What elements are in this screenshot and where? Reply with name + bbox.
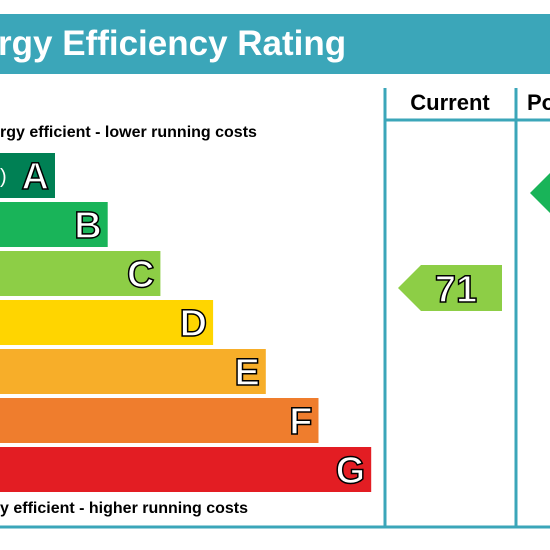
band-bar xyxy=(0,251,161,296)
current-value: 71 xyxy=(435,269,477,311)
title: rgy Efficiency Rating xyxy=(0,24,346,63)
band-letter: B xyxy=(74,205,101,247)
band-letter: A xyxy=(22,156,49,198)
band-letter: F xyxy=(289,401,312,443)
band-letter: E xyxy=(234,352,259,394)
band-bar xyxy=(0,153,55,198)
frame xyxy=(0,88,550,529)
top-note: rgy efficient - lower running costs xyxy=(0,124,257,141)
band-letter: G xyxy=(336,450,366,492)
column-header: Current xyxy=(410,90,490,115)
potential-arrow xyxy=(530,173,550,213)
current-arrow xyxy=(398,265,502,311)
band-letter: D xyxy=(180,303,207,345)
band-bar xyxy=(0,202,108,247)
title-bar xyxy=(0,14,550,74)
band-bar xyxy=(0,447,372,492)
bottom-note: y efficient - higher running costs xyxy=(0,500,248,517)
band-letter: C xyxy=(127,254,154,296)
column-header: Po xyxy=(527,90,550,115)
band-bar xyxy=(0,349,266,394)
band-bar xyxy=(0,398,319,443)
band-bar xyxy=(0,300,214,345)
band-range: ) xyxy=(0,166,7,188)
